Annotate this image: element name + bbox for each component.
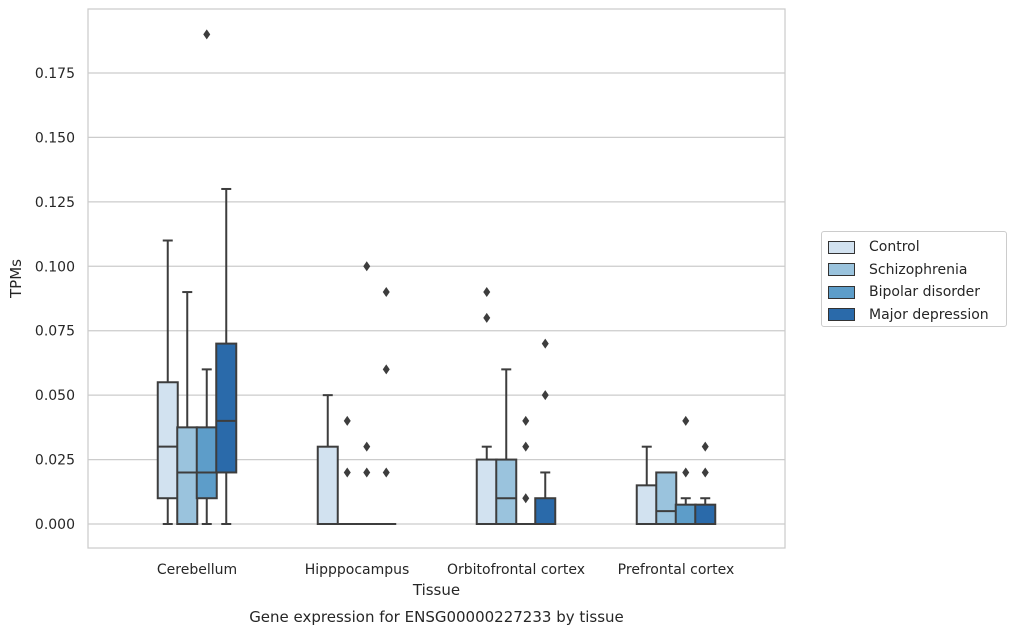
outlier-point xyxy=(343,415,351,426)
box-major-depression xyxy=(376,287,397,525)
box-control xyxy=(316,394,339,525)
legend-swatch xyxy=(828,285,855,299)
box-bipolar-disorder xyxy=(356,261,377,525)
outlier-point xyxy=(522,493,530,504)
y-tick-label: 0.000 xyxy=(35,517,75,533)
x-tick-label: Cerebellum xyxy=(157,562,237,578)
legend-swatch xyxy=(828,263,855,277)
outlier-point xyxy=(701,467,709,478)
legend-item-bipolar-disorder: Bipolar disorder xyxy=(828,281,1000,304)
box-schizophrenia xyxy=(337,415,358,525)
box-control xyxy=(635,445,658,526)
legend-item-schizophrenia: Schizophrenia xyxy=(828,259,1000,282)
outlier-point xyxy=(203,29,211,40)
box-bipolar-disorder xyxy=(674,415,697,525)
box-iqr xyxy=(475,458,498,526)
box-major-depression xyxy=(694,441,717,525)
legend: Control Schizophrenia Bipolar disorder M… xyxy=(821,231,1007,327)
outlier-point xyxy=(682,415,690,426)
y-tick-label: 0.125 xyxy=(35,195,75,211)
y-tick-label: 0.100 xyxy=(35,259,75,275)
box-bipolar-disorder xyxy=(195,29,218,525)
y-tick-label: 0.175 xyxy=(35,66,75,82)
y-tick-label: 0.025 xyxy=(35,453,75,469)
box-iqr xyxy=(195,426,218,500)
x-axis-ticks: Cerebellum Hipppocampus Orbitofrontal cort… xyxy=(157,562,734,578)
box-iqr xyxy=(215,342,238,474)
x-axis-label: Tissue xyxy=(412,581,460,599)
chart-title: Gene expression for ENSG00000227233 by t… xyxy=(249,608,624,626)
box-iqr xyxy=(156,381,179,500)
box-schizophrenia xyxy=(495,368,518,526)
outlier-point xyxy=(363,467,371,478)
legend-item-control: Control xyxy=(828,236,1000,259)
box-major-depression xyxy=(534,338,557,526)
x-tick-label: Orbitofrontal cortex xyxy=(447,562,585,578)
outlier-point xyxy=(382,364,390,375)
box-iqr xyxy=(635,484,658,526)
y-tick-label: 0.050 xyxy=(35,388,75,404)
outlier-point xyxy=(682,467,690,478)
outlier-point xyxy=(522,415,530,426)
plot-frame xyxy=(87,8,786,549)
x-tick-label: Prefrontal cortex xyxy=(618,562,735,578)
box-iqr xyxy=(674,503,697,525)
legend-item-major-depression: Major depression xyxy=(828,304,1000,327)
outlier-point xyxy=(483,287,491,298)
boxes xyxy=(156,29,717,526)
box-schizophrenia xyxy=(655,471,678,526)
box-iqr xyxy=(316,445,339,525)
outlier-point xyxy=(522,441,530,452)
box-iqr xyxy=(176,426,199,526)
legend-label: Schizophrenia xyxy=(869,261,968,278)
box-bipolar-disorder xyxy=(515,415,536,525)
y-axis-ticks: 0.000 0.025 0.050 0.075 0.100 0.125 0.150 0.175 xyxy=(35,66,75,533)
y-axis-label: TPMs xyxy=(7,259,25,299)
outlier-point xyxy=(363,261,371,272)
outlier-point xyxy=(382,287,390,298)
x-tick-label: Hipppocampus xyxy=(305,562,410,578)
box-iqr xyxy=(534,497,557,526)
box-control xyxy=(475,287,498,526)
outlier-point xyxy=(541,338,549,349)
outlier-point xyxy=(382,467,390,478)
box-iqr xyxy=(694,503,717,525)
box-schizophrenia xyxy=(176,291,199,526)
legend-swatch xyxy=(828,308,855,322)
box-major-depression xyxy=(215,187,238,525)
outlier-point xyxy=(483,312,491,323)
y-tick-label: 0.075 xyxy=(35,324,75,340)
box-control xyxy=(156,239,179,525)
box-iqr xyxy=(655,471,678,526)
legend-label: Bipolar disorder xyxy=(869,284,981,301)
box-iqr xyxy=(495,458,518,526)
outlier-point xyxy=(701,441,709,452)
legend-label: Major depression xyxy=(869,306,989,323)
outlier-point xyxy=(541,390,549,401)
outlier-point xyxy=(343,467,351,478)
legend-swatch xyxy=(828,240,855,254)
outlier-point xyxy=(363,441,371,452)
y-tick-label: 0.150 xyxy=(35,130,75,146)
legend-label: Control xyxy=(869,239,920,256)
